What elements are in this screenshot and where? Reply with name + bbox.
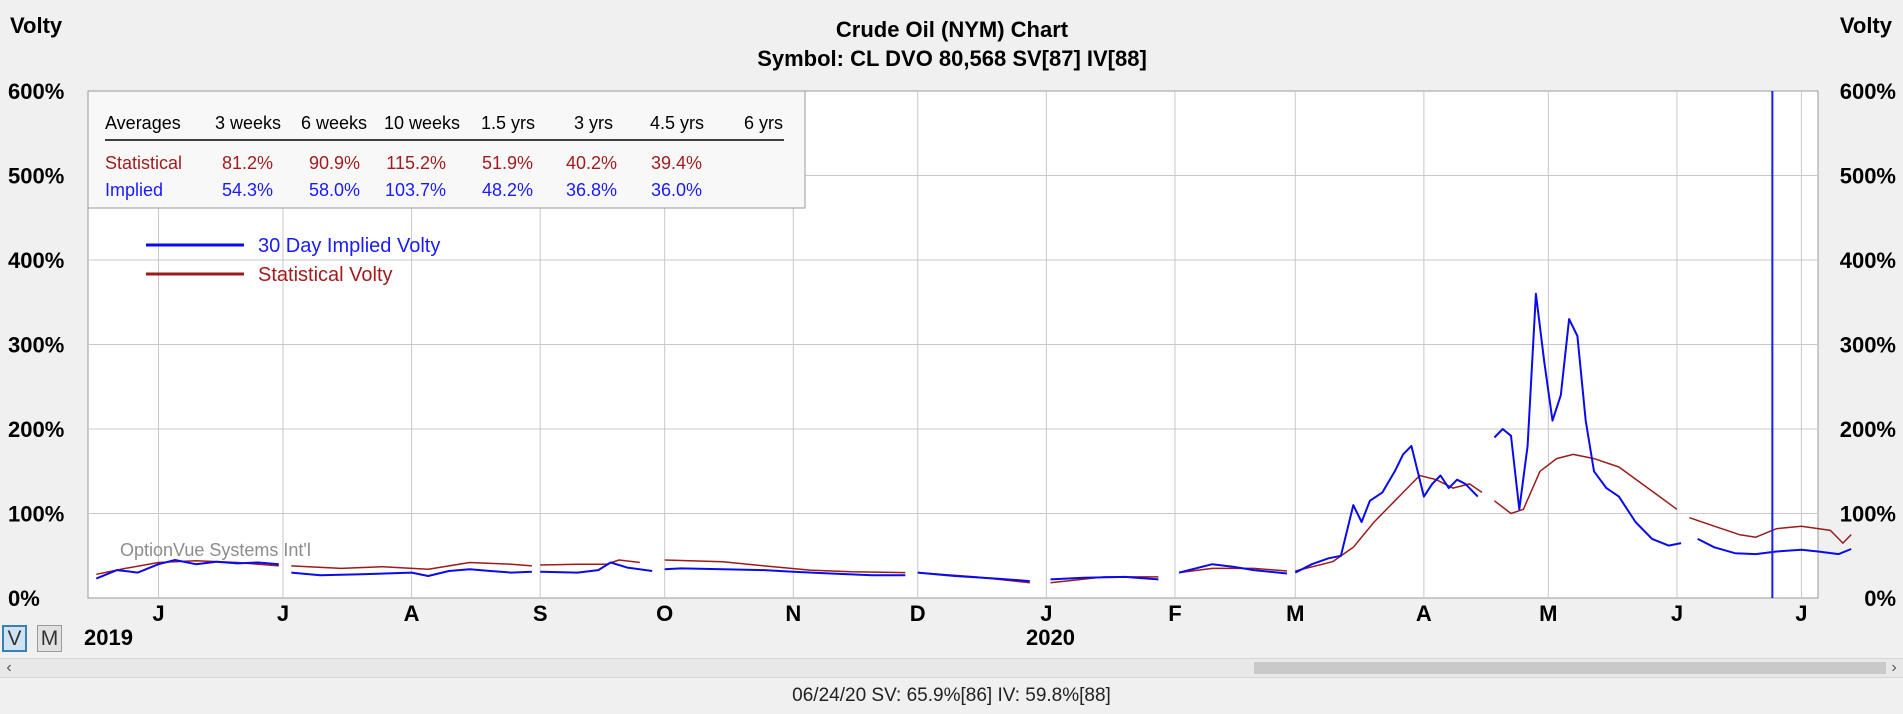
- series-line-segment: [917, 571, 1030, 583]
- series-line-segment: [1179, 567, 1288, 574]
- y-tick-label-left: 0%: [8, 586, 40, 611]
- horizontal-scrollbar[interactable]: ‹ ›: [0, 658, 1903, 678]
- series-line-segment: [1294, 444, 1479, 574]
- avg-cell: 51.9%: [482, 153, 533, 173]
- x-tick-label: J: [277, 601, 289, 626]
- x-tick-label: F: [1168, 601, 1181, 626]
- year-label-2019: 2019: [84, 625, 133, 650]
- avg-row-label: Statistical: [105, 153, 182, 173]
- scroll-left-arrow-icon[interactable]: ‹: [6, 659, 12, 676]
- chart-area: Crude Oil (NYM) Chart Symbol: CL DVO 80,…: [8, 13, 1896, 650]
- x-tick-label: S: [533, 601, 548, 626]
- series-line-segment: [1493, 292, 1682, 547]
- y-axis-right: 0% 100% 200% 300% 400% 500% 600%: [1840, 79, 1896, 611]
- series-layer: [95, 292, 1852, 584]
- right-axis-title: Volty: [1840, 13, 1893, 38]
- series-line-segment: [1493, 453, 1678, 515]
- volatility-mode-button[interactable]: V: [2, 625, 27, 652]
- avg-header-10w: 10 weeks: [384, 113, 460, 133]
- x-tick-label: J: [1040, 601, 1052, 626]
- x-tick-label: M: [1286, 601, 1304, 626]
- legend-label-statistical: Statistical Volty: [258, 264, 393, 286]
- x-tick-label: N: [785, 601, 801, 626]
- x-tick-label: M: [1539, 601, 1557, 626]
- series-line-segment: [291, 568, 532, 577]
- avg-row-statistical: Statistical 81.2% 90.9% 115.2% 51.9% 40.…: [105, 153, 702, 173]
- watermark: OptionVue Systems Int'l: [120, 540, 311, 560]
- series-line-segment: [664, 567, 906, 577]
- avg-row-label: Implied: [105, 180, 163, 200]
- y-tick-label-left: 600%: [8, 79, 64, 104]
- avg-cell: 58.0%: [309, 180, 360, 200]
- series-line-segment: [1689, 516, 1852, 544]
- y-tick-label-right: 400%: [1840, 248, 1896, 273]
- avg-header-6w: 6 weeks: [301, 113, 367, 133]
- avg-header-1-5y: 1.5 yrs: [481, 113, 535, 133]
- x-tick-label: D: [910, 601, 926, 626]
- avg-row-implied: Implied 54.3% 58.0% 103.7% 48.2% 36.8% 3…: [105, 180, 702, 200]
- series-line-segment: [1697, 538, 1852, 556]
- series-line-segment: [1050, 575, 1159, 581]
- legend: 30 Day Implied Volty Statistical Volty: [146, 235, 440, 286]
- y-tick-label-left: 500%: [8, 164, 64, 189]
- x-tick-label: J: [1671, 601, 1683, 626]
- market-mode-button[interactable]: M: [37, 625, 62, 652]
- series-line-segment: [95, 559, 279, 580]
- avg-cell: 48.2%: [482, 180, 533, 200]
- x-tick-label: O: [656, 601, 673, 626]
- avg-header-label: Averages: [105, 113, 181, 133]
- y-tick-label-right: 0%: [1864, 586, 1896, 611]
- x-tick-label: A: [404, 601, 420, 626]
- avg-cell: 90.9%: [309, 153, 360, 173]
- chart-subtitle: Symbol: CL DVO 80,568 SV[87] IV[88]: [757, 46, 1147, 71]
- avg-cell: 36.0%: [651, 180, 702, 200]
- y-tick-label-left: 100%: [8, 502, 64, 527]
- y-tick-label-left: 300%: [8, 333, 64, 358]
- status-bar: 06/24/20 SV: 65.9%[86] IV: 59.8%[88]: [0, 678, 1903, 714]
- series-line-segment: [540, 561, 653, 574]
- avg-header-6y: 6 yrs: [744, 113, 783, 133]
- avg-cell: 81.2%: [222, 153, 273, 173]
- series-line-segment: [1295, 474, 1483, 572]
- y-tick-label-right: 100%: [1840, 502, 1896, 527]
- avg-cell: 40.2%: [566, 153, 617, 173]
- avg-cell: 39.4%: [651, 153, 702, 173]
- avg-header-3y: 3 yrs: [574, 113, 613, 133]
- series-line-segment: [291, 561, 532, 571]
- avg-header-3w: 3 weeks: [215, 113, 281, 133]
- left-axis-title: Volty: [10, 13, 63, 38]
- scroll-right-arrow-icon[interactable]: ›: [1891, 659, 1897, 676]
- averages-table: Averages 3 weeks 6 weeks 10 weeks 1.5 yr…: [87, 90, 806, 209]
- series-line-segment: [1178, 563, 1288, 575]
- y-tick-label-right: 300%: [1840, 333, 1896, 358]
- scrollbar-thumb[interactable]: [1254, 662, 1886, 674]
- x-tick-label: J: [1795, 601, 1807, 626]
- series-line-segment: [664, 559, 906, 574]
- y-tick-label-left: 200%: [8, 417, 64, 442]
- y-tick-label-right: 600%: [1840, 79, 1896, 104]
- avg-cell: 115.2%: [386, 153, 446, 173]
- y-tick-label-right: 200%: [1840, 417, 1896, 442]
- y-axis-left: 0% 100% 200% 300% 400% 500% 600%: [8, 79, 64, 611]
- legend-label-implied: 30 Day Implied Volty: [258, 235, 440, 257]
- avg-cell: 36.8%: [566, 180, 617, 200]
- avg-header-4-5y: 4.5 yrs: [650, 113, 704, 133]
- series-implied-volty: [95, 292, 1852, 583]
- x-tick-label: J: [152, 601, 164, 626]
- x-tick-label: A: [1416, 601, 1432, 626]
- avg-cell: 103.7%: [385, 180, 446, 200]
- year-label-2020: 2020: [1026, 625, 1075, 650]
- chart-title: Crude Oil (NYM) Chart: [836, 17, 1069, 42]
- avg-cell: 54.3%: [222, 180, 273, 200]
- status-text: 06/24/20 SV: 65.9%[86] IV: 59.8%[88]: [792, 685, 1111, 706]
- y-tick-label-left: 400%: [8, 248, 64, 273]
- y-tick-label-right: 500%: [1840, 164, 1896, 189]
